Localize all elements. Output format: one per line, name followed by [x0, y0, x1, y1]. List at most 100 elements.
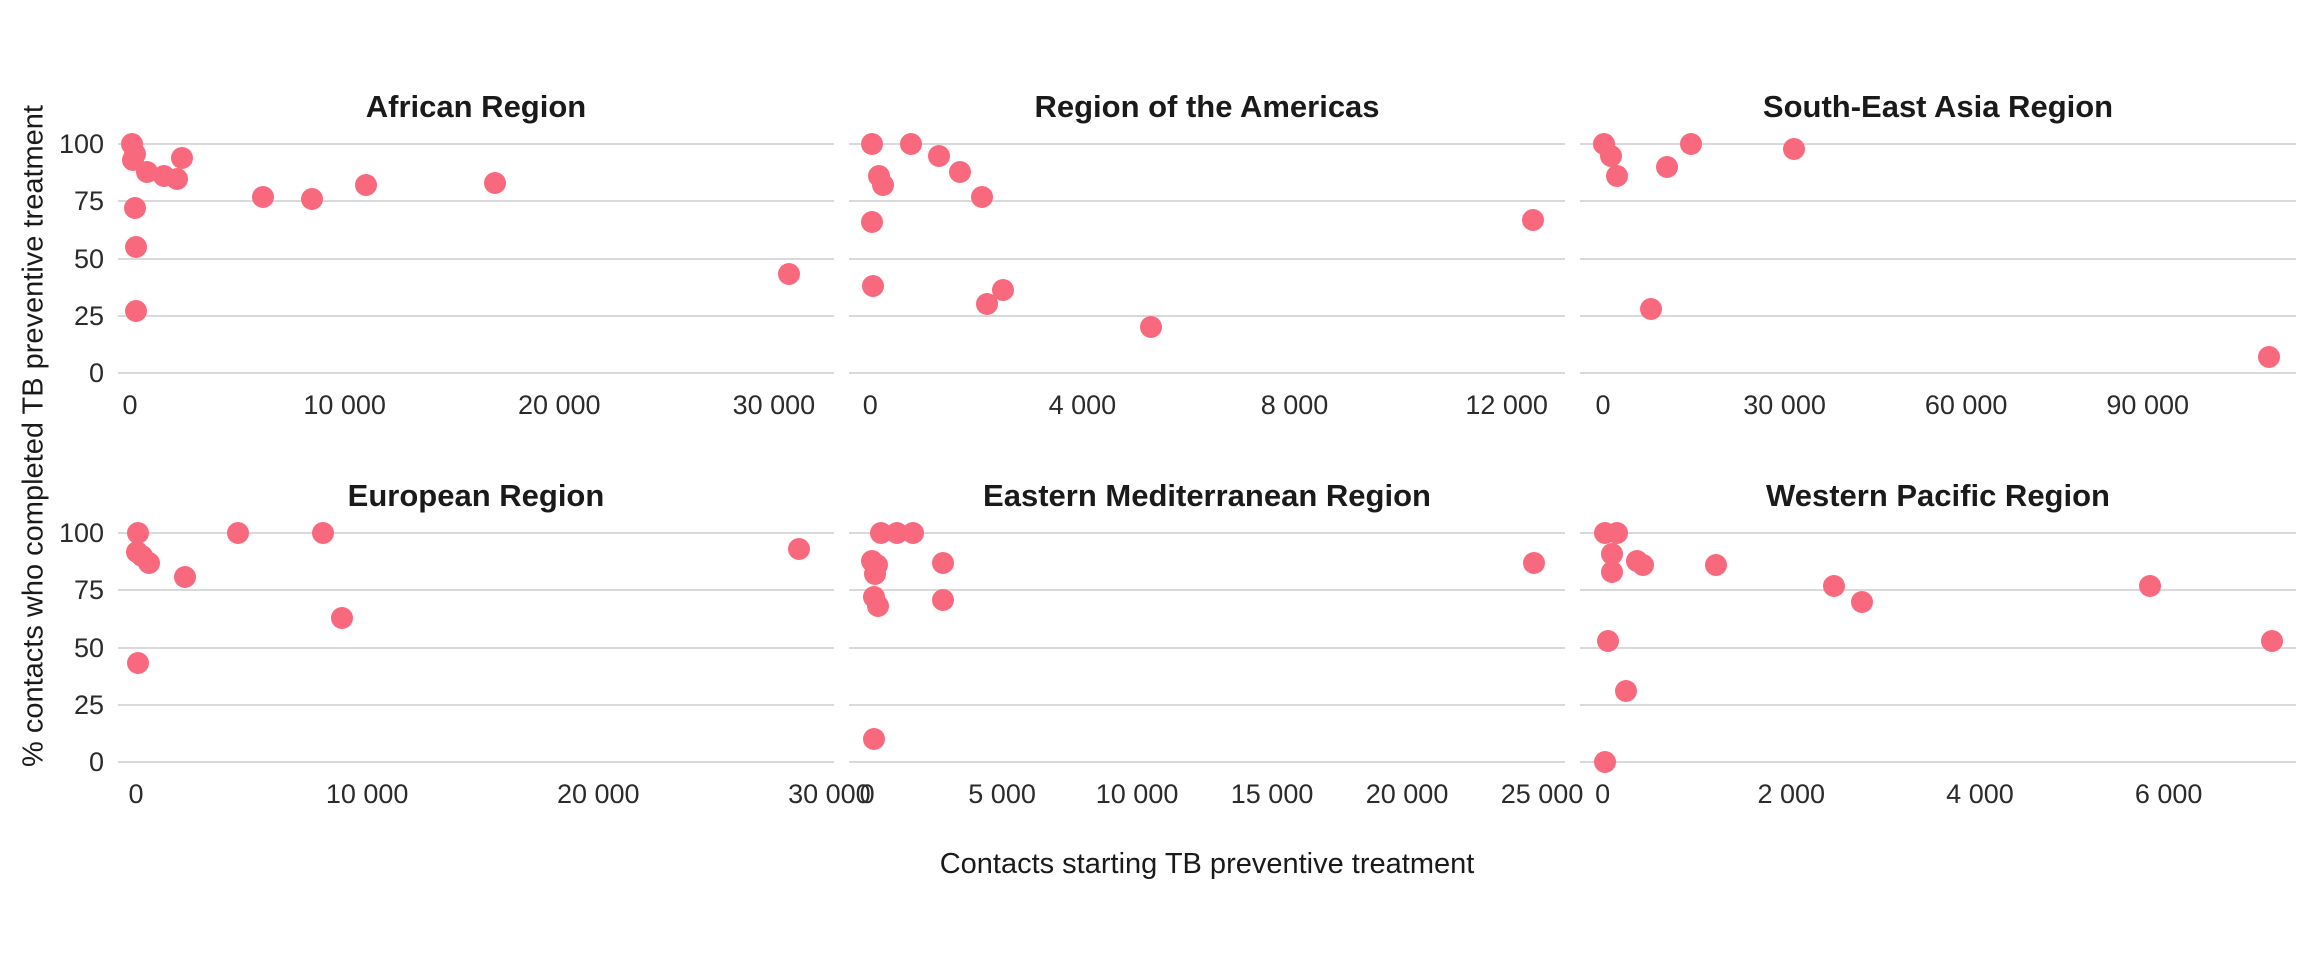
y-tick-label: 50	[73, 632, 104, 663]
gridline	[118, 646, 834, 649]
x-tick-label: 20 000	[517, 390, 601, 420]
x-tick-label: 10 000	[325, 779, 409, 809]
gridline	[849, 703, 1565, 706]
data-point	[1601, 542, 1624, 565]
data-point	[931, 588, 954, 611]
gridline	[849, 314, 1565, 317]
x-tick-label: 4 000	[1946, 779, 2014, 809]
data-point	[136, 160, 159, 183]
gridline	[849, 646, 1565, 649]
gridline	[849, 589, 1565, 592]
data-point	[864, 563, 887, 586]
gridline	[118, 703, 834, 706]
data-point	[928, 144, 951, 167]
data-point	[127, 522, 150, 545]
data-point	[871, 174, 894, 197]
gridline	[849, 371, 1565, 374]
y-tick-label: 50	[73, 243, 104, 274]
data-point	[2257, 345, 2280, 368]
x-tick-label: 6 000	[2134, 779, 2203, 809]
gridline	[118, 760, 834, 763]
data-point	[991, 279, 1014, 302]
data-point	[312, 522, 335, 545]
gridline	[1580, 257, 2296, 260]
data-point	[2138, 574, 2161, 597]
data-point	[127, 652, 150, 675]
y-tick-label: 25	[73, 689, 104, 720]
data-point	[1522, 208, 1545, 231]
data-point	[1522, 552, 1545, 575]
x-tick-label: 0	[122, 390, 138, 420]
data-point	[1594, 750, 1617, 773]
data-point	[862, 727, 885, 750]
y-tick-label: 100	[58, 518, 104, 549]
gridline	[1580, 314, 2296, 317]
y-tick-label: 25	[73, 300, 104, 331]
gridline	[1580, 200, 2296, 203]
x-tick-label: 0	[862, 390, 878, 420]
x-tick-label: 5 000	[968, 779, 1036, 809]
y-tick-label: 75	[73, 186, 104, 217]
gridline	[1580, 371, 2296, 374]
gridline	[849, 257, 1565, 260]
gridline	[1580, 589, 2296, 592]
gridline	[849, 760, 1565, 763]
data-point	[2261, 629, 2284, 652]
x-tick-label: 30 000	[732, 390, 816, 420]
y-tick-label: 100	[58, 129, 104, 160]
data-point	[860, 133, 883, 156]
gridline	[1580, 760, 2296, 763]
data-point	[355, 174, 378, 197]
x-tick-label: 0	[1595, 390, 1611, 420]
gridline	[118, 200, 834, 203]
data-point	[1140, 315, 1163, 338]
gridline	[118, 257, 834, 260]
data-point	[1851, 590, 1874, 613]
data-point	[125, 236, 148, 259]
facet-title: Eastern Mediterranean Region	[983, 478, 1431, 513]
x-tick-label: 12 000	[1465, 390, 1548, 420]
x-tick-label: 10 000	[1095, 779, 1179, 809]
data-point	[931, 552, 954, 575]
data-point	[1655, 156, 1678, 179]
data-point	[901, 522, 924, 545]
data-point	[975, 293, 998, 316]
data-point	[788, 538, 811, 561]
x-tick-label: 0	[859, 779, 875, 809]
x-tick-label: 30 000	[788, 779, 871, 809]
gridline	[1580, 143, 2296, 146]
data-point	[125, 299, 148, 322]
y-tick-label: 75	[73, 575, 104, 606]
data-point	[1679, 133, 1702, 156]
data-point	[900, 133, 923, 156]
data-point	[483, 172, 506, 195]
data-point	[860, 210, 883, 233]
gridline	[849, 143, 1565, 146]
data-point	[301, 188, 324, 211]
data-point	[173, 565, 196, 588]
gridline	[118, 314, 834, 317]
facet-title: African Region	[365, 89, 587, 124]
data-point	[1599, 144, 1622, 167]
x-axis-title: Contacts starting TB preventive treatmen…	[939, 848, 1475, 880]
data-point	[124, 197, 147, 220]
x-tick-label: 0	[128, 779, 144, 809]
facet-title: South-East Asia Region	[1762, 89, 2114, 124]
gridline	[1580, 532, 2296, 535]
data-point	[1605, 165, 1628, 188]
data-point	[949, 160, 972, 183]
data-point	[226, 522, 249, 545]
data-point	[1597, 629, 1620, 652]
data-point	[1601, 561, 1624, 584]
data-point	[166, 167, 189, 190]
facet-title: European Region	[347, 478, 605, 513]
data-point	[170, 147, 193, 170]
gridline	[118, 143, 834, 146]
x-tick-label: 2 000	[1757, 779, 1826, 809]
gridline	[1580, 646, 2296, 649]
data-point	[1822, 574, 1845, 597]
data-point	[1605, 522, 1628, 545]
facet-title: Western Pacific Region	[1766, 478, 2110, 513]
data-point	[330, 606, 353, 629]
y-tick-label: 0	[88, 357, 104, 388]
